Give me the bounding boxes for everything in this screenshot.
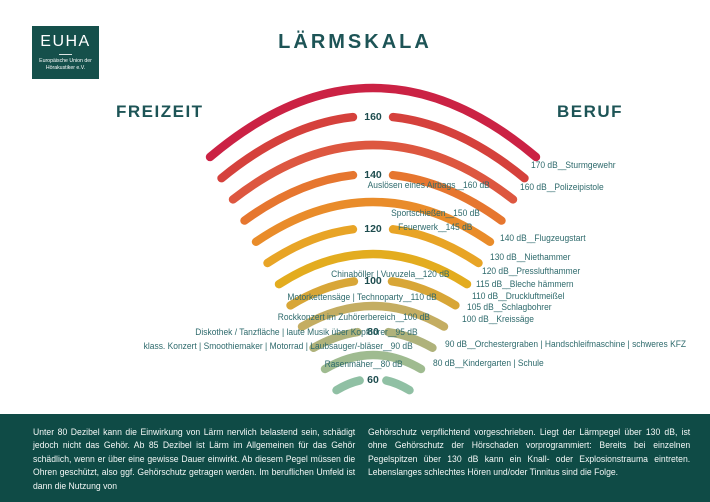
leisure-noise-label: Rockkonzert im Zuhörerbereich__100 dB: [277, 312, 430, 323]
arc-140: [240, 169, 506, 225]
work-noise-label: 115 dB__Bleche hämmern: [476, 279, 574, 290]
work-noise-label: 140 dB__Flugzeugstart: [500, 233, 586, 244]
arc-70: [320, 350, 426, 374]
euha-wordmark: EUHA: [40, 33, 91, 50]
arc-tick-label-60: 60: [367, 374, 379, 386]
arc-80: [309, 326, 437, 352]
arc-110: [274, 249, 472, 289]
arc-150: [228, 140, 518, 204]
leisure-noise-label: Sportschießen__150 dB: [391, 208, 480, 219]
arc-130: [251, 197, 495, 246]
arc-60: [332, 374, 414, 395]
footer-panel: Unter 80 Dezibel kann die Einwirkung von…: [0, 414, 710, 502]
arc-tick-label-140: 140: [364, 169, 382, 181]
leisure-noise-label: Diskothek / Tanzfläche | laute Musik übe…: [195, 327, 418, 338]
work-noise-label: 160 dB__Polizeipistole: [520, 182, 604, 193]
footer-paragraph-left: Unter 80 Dezibel kann die Einwirkung von…: [33, 427, 356, 492]
arc-170: [205, 83, 541, 162]
footer-paragraph-right: Gehörschutz verpflichtend vorgeschrieben…: [368, 427, 691, 479]
arc-tick-label-80: 80: [367, 326, 379, 338]
arc-tick-label-160: 160: [364, 111, 382, 123]
euha-logo: EUHA Europäische Union der Hörakustiker …: [32, 26, 99, 79]
logo-subtitle: Europäische Union der Hörakustiker e.V.: [39, 58, 92, 71]
section-label-beruf: BERUF: [557, 102, 624, 121]
page-title: LÄRMSKALA: [278, 31, 432, 53]
work-noise-label: 120 dB__Presslufthammer: [482, 266, 581, 277]
leisure-noise-label: Motorkettensäge | Technoparty__110 dB: [287, 292, 437, 303]
arc-100: [286, 275, 460, 310]
arc-tick-label-100: 100: [364, 275, 382, 287]
leisure-noise-label: Chinaböller | Vuvuzela__120 dB: [331, 269, 450, 280]
arc-tick-label-120: 120: [364, 223, 382, 235]
work-noise-label: 90 dB__Orchestergraben | Handschleifmasc…: [445, 339, 687, 350]
work-noise-label: 170 dB__Sturmgewehr: [531, 160, 616, 171]
arc-90: [297, 301, 449, 331]
work-noise-label: 80 dB__Kindergarten | Schule: [433, 358, 544, 369]
section-label-freizeit: FREIZEIT: [116, 102, 204, 121]
leisure-noise-label: Auslösen eines Airbags__160 dB: [367, 180, 490, 191]
work-noise-label: 105 dB__Schlagbohrer: [467, 302, 552, 313]
arc-160: [217, 111, 529, 183]
work-noise-label: 100 dB__Kreissäge: [462, 314, 534, 325]
leisure-noise-label: klass. Konzert | Smoothiemaker | Motorra…: [143, 341, 413, 352]
leisure-noise-label: Rasenmäher__80 dB: [324, 359, 403, 370]
work-noise-label: 110 dB__Druckluftmeißel: [472, 291, 565, 302]
leisure-noise-label: Feuerwerk__145 dB: [397, 222, 472, 233]
logo-divider: [59, 54, 72, 55]
work-noise-label: 130 dB__Niethammer: [490, 252, 571, 263]
arc-120: [263, 223, 483, 268]
